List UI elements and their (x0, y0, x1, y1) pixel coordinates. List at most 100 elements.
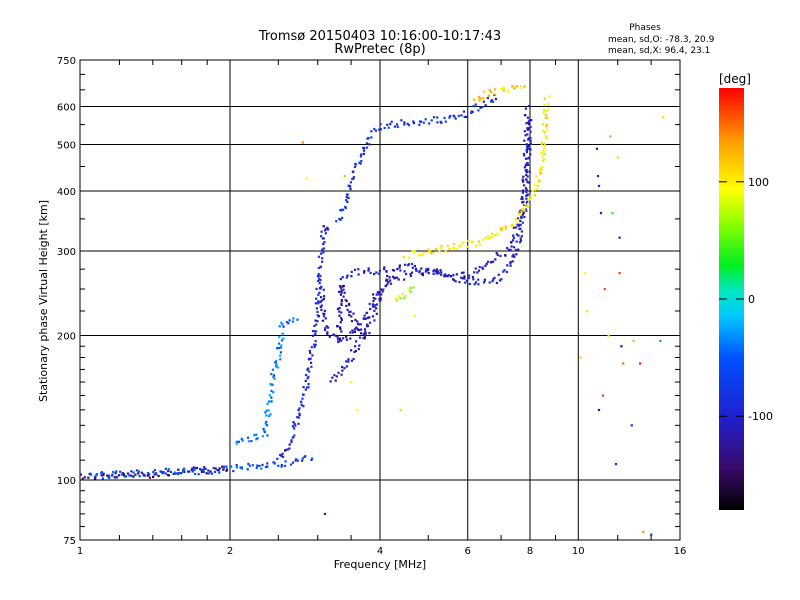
data-point (379, 128, 383, 131)
data-point (279, 358, 282, 361)
data-point (420, 120, 423, 123)
data-point (452, 274, 455, 277)
data-point (373, 273, 376, 276)
data-point (173, 471, 176, 474)
data-point (354, 345, 357, 348)
data-point (347, 360, 350, 363)
data-point (523, 114, 527, 117)
data-point (515, 248, 518, 252)
data-point (448, 116, 451, 119)
data-point (320, 230, 323, 233)
data-point (153, 469, 156, 472)
data-point (533, 188, 537, 191)
data-point (319, 274, 322, 277)
y-tick-label: 100 (57, 476, 76, 487)
data-point (541, 155, 544, 158)
data-point (279, 453, 282, 457)
data-point (515, 222, 518, 225)
data-point (317, 300, 320, 303)
data-point (392, 269, 396, 272)
data-point (492, 260, 495, 263)
data-point (360, 160, 363, 163)
data-point (520, 215, 523, 218)
data-point (340, 339, 343, 342)
x-tick-label: 16 (674, 546, 687, 557)
data-point (349, 181, 352, 184)
data-point (317, 302, 320, 305)
data-point (457, 114, 460, 117)
data-point (262, 427, 265, 431)
data-point (536, 184, 539, 187)
data-point (197, 473, 200, 476)
data-point (130, 470, 133, 473)
data-point (366, 323, 369, 326)
data-point (535, 175, 538, 178)
data-point (515, 218, 518, 221)
data-point (542, 123, 545, 126)
data-point (409, 286, 412, 289)
data-point (338, 307, 341, 310)
data-point (115, 475, 118, 478)
data-point (467, 239, 470, 242)
data-point (87, 476, 90, 479)
data-point (483, 90, 486, 93)
data-point (327, 326, 330, 329)
data-point (399, 297, 402, 300)
data-point (339, 278, 342, 281)
data-point (477, 269, 481, 272)
data-point (336, 338, 340, 341)
data-point (490, 100, 493, 103)
data-point (474, 244, 477, 247)
data-point (512, 226, 515, 229)
data-point (480, 97, 483, 100)
data-point (367, 137, 370, 140)
data-point (403, 278, 406, 281)
data-point (240, 437, 243, 440)
data-point (513, 246, 516, 249)
data-point (316, 275, 319, 278)
data-point (358, 344, 361, 347)
data-point (382, 288, 385, 291)
data-point (288, 319, 291, 322)
data-point (182, 468, 185, 472)
data-point (444, 120, 447, 123)
data-point (527, 145, 530, 148)
data-point (321, 260, 324, 263)
data-point (520, 235, 523, 238)
data-point (324, 317, 327, 320)
data-point (354, 349, 357, 353)
data-point (372, 297, 375, 300)
data-point (505, 270, 509, 274)
data-point (362, 332, 365, 335)
data-point (250, 440, 253, 443)
data-point (322, 225, 325, 228)
data-point (340, 311, 343, 314)
data-point (529, 130, 532, 133)
data-point (199, 468, 202, 471)
data-point (322, 297, 325, 300)
data-point (317, 255, 321, 258)
data-point (506, 247, 509, 250)
data-point (320, 235, 323, 238)
data-point (403, 123, 406, 126)
grid-lines (80, 60, 680, 540)
data-point (372, 293, 375, 296)
x-tick-label: 4 (377, 546, 383, 557)
data-point (340, 302, 343, 305)
data-point (512, 253, 515, 256)
data-point (339, 218, 342, 221)
data-point (351, 177, 354, 181)
data-point (314, 340, 317, 343)
data-point (464, 281, 467, 284)
data-point (113, 476, 116, 479)
data-point (298, 412, 301, 415)
x-tick-label: 2 (227, 546, 233, 557)
data-point (490, 99, 493, 102)
data-point (371, 303, 375, 306)
data-point (279, 346, 283, 349)
data-point (461, 277, 464, 280)
data-point (494, 258, 497, 261)
data-point (364, 330, 367, 333)
data-point (422, 251, 425, 254)
data-point (110, 474, 114, 477)
